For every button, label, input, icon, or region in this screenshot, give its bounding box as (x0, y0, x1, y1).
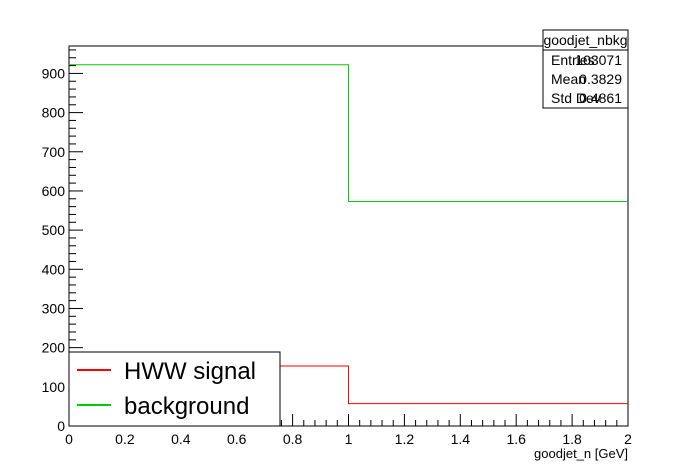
stats-box-frame (542, 29, 629, 109)
y-tick-label: 800 (42, 105, 66, 121)
x-tick-label: 0 (65, 431, 73, 447)
x-tick-label: 1.8 (562, 431, 582, 447)
x-tick-label: 1.4 (451, 431, 471, 447)
stats-box: goodjet_nbkg Entries 103071 Mean 0.3829 … (542, 29, 629, 109)
x-tick-label: 0.6 (227, 431, 247, 447)
x-tick-label: 1 (345, 431, 353, 447)
stats-mean-value: 0.3829 (579, 71, 622, 87)
x-tick-label: 0.2 (115, 431, 135, 447)
legend-frame (68, 351, 281, 427)
y-tick-label: 100 (42, 379, 66, 395)
y-tick-label: 900 (42, 65, 66, 81)
stats-entries-label: Entries (551, 52, 595, 68)
stats-mean-label: Mean (551, 71, 586, 87)
y-tick-label: 400 (42, 261, 66, 277)
y-tick-label: 300 (42, 300, 66, 316)
x-tick-label: 2 (624, 431, 632, 447)
legend-label-signal: HWW signal (124, 358, 256, 385)
y-tick-label: 500 (42, 222, 66, 238)
stats-stddev-value: 0.4861 (579, 90, 622, 106)
legend: HWW signal background (68, 351, 281, 427)
y-tick-label: 700 (42, 144, 66, 160)
stats-entries-value: 103071 (575, 52, 622, 68)
x-tick-label: 0.4 (171, 431, 191, 447)
legend-label-background: background (124, 393, 249, 420)
x-axis-title: goodjet_n [GeV] (534, 446, 628, 461)
x-tick-label: 0.8 (283, 431, 303, 447)
x-tick-label: 1.2 (395, 431, 415, 447)
y-tick-label: 0 (57, 418, 65, 434)
stats-title: goodjet_nbkg (543, 32, 627, 48)
x-tick-label: 1.6 (506, 431, 526, 447)
stats-stddev-label: Std Dev (551, 90, 601, 106)
y-tick-label: 600 (42, 183, 66, 199)
y-tick-label: 200 (42, 340, 66, 356)
series-line-1 (69, 64, 628, 203)
